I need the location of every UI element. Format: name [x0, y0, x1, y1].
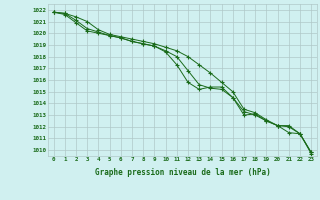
X-axis label: Graphe pression niveau de la mer (hPa): Graphe pression niveau de la mer (hPa) — [94, 168, 270, 177]
